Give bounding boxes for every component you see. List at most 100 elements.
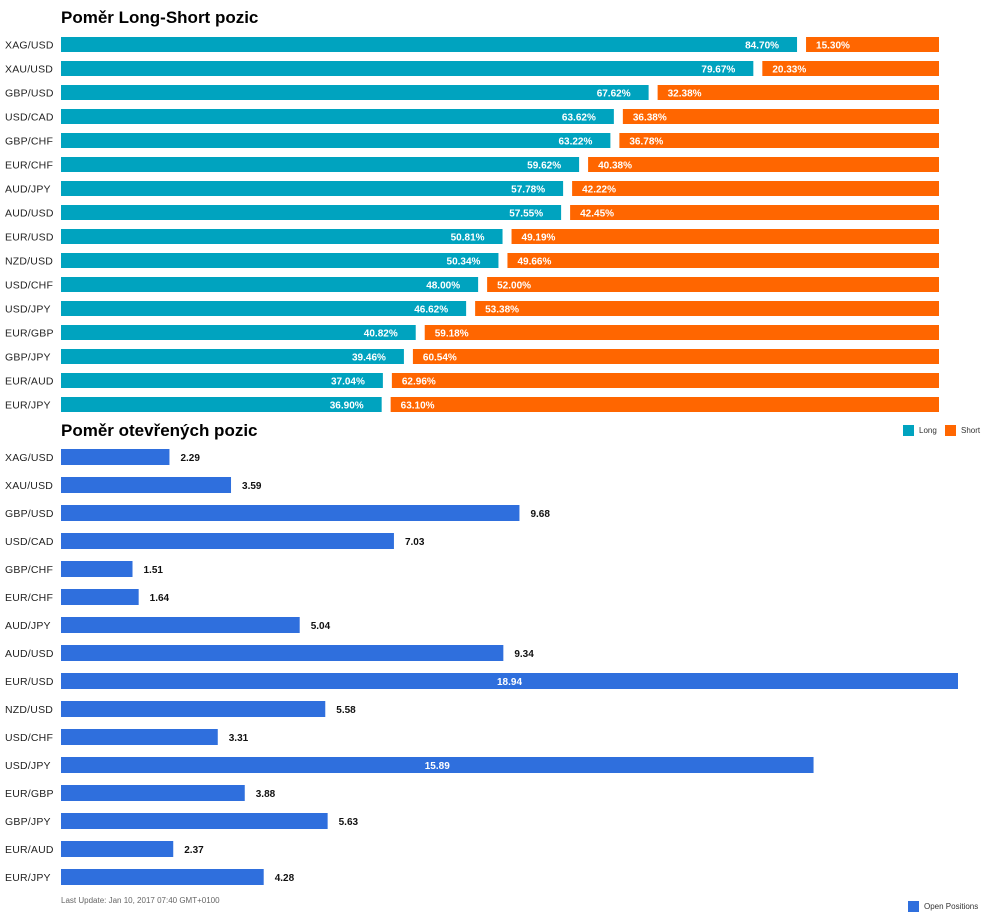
long-bar <box>61 373 383 388</box>
short-value-label: 52.00% <box>497 281 531 292</box>
category-label: EUR/AUD <box>5 376 54 388</box>
long-value-label: 39.46% <box>352 353 386 364</box>
open-value-label: 2.37 <box>184 845 204 856</box>
short-value-label: 49.19% <box>522 233 556 244</box>
short-bar <box>657 85 939 100</box>
short-bar <box>511 229 939 244</box>
category-label: AUD/USD <box>5 208 54 220</box>
open-positions-bar <box>61 785 245 801</box>
long-value-label: 37.04% <box>331 377 365 388</box>
short-bar <box>412 349 939 364</box>
open-positions-bar <box>61 869 264 885</box>
open-value-label: 1.64 <box>150 593 170 604</box>
short-value-label: 40.38% <box>598 161 632 172</box>
short-value-label: 32.38% <box>668 89 702 100</box>
category-label: XAG/USD <box>5 452 54 464</box>
short-value-label: 63.10% <box>401 401 435 412</box>
short-value-label: 36.78% <box>629 137 663 148</box>
open-positions-bar <box>61 841 174 857</box>
short-bar <box>762 61 939 76</box>
long-value-label: 40.82% <box>364 329 398 340</box>
long-value-label: 63.22% <box>558 137 592 148</box>
short-bar <box>588 157 939 172</box>
short-bar <box>390 397 939 412</box>
category-label: AUD/JPY <box>5 620 51 632</box>
legend-long-label: Long <box>919 426 937 435</box>
open-value-label: 3.59 <box>242 481 262 492</box>
category-label: USD/CAD <box>5 536 54 548</box>
long-short-chart-title: Poměr Long-Short pozic <box>61 8 259 27</box>
category-label: XAU/USD <box>5 64 53 76</box>
legend-open-label: Open Positions <box>924 902 978 911</box>
short-value-label: 15.30% <box>816 41 850 52</box>
category-label: AUD/USD <box>5 648 54 660</box>
long-value-label: 84.70% <box>745 41 779 52</box>
short-value-label: 42.45% <box>580 209 614 220</box>
category-label: GBP/USD <box>5 508 54 520</box>
long-short-legend: Long Short <box>903 425 981 436</box>
long-value-label: 50.34% <box>447 257 481 268</box>
open-value-label: 5.58 <box>336 705 356 716</box>
open-positions-bar <box>61 449 170 465</box>
category-label: EUR/GBP <box>5 788 54 800</box>
open-positions-legend: Open Positions <box>908 901 978 912</box>
category-label: USD/CHF <box>5 280 53 292</box>
category-label: EUR/AUD <box>5 844 54 856</box>
open-value-label: 15.89 <box>425 761 450 772</box>
category-label: GBP/CHF <box>5 136 53 148</box>
long-bar <box>61 205 562 220</box>
category-label: USD/JPY <box>5 304 51 316</box>
short-bar <box>507 253 939 268</box>
long-short-chart: XAG/USD 84.70% 15.30% XAU/USD 79.67% 20.33% GB… <box>5 37 940 412</box>
short-bar <box>622 109 939 124</box>
short-bar <box>570 205 939 220</box>
category-label: NZD/USD <box>5 704 53 716</box>
open-positions-bar <box>61 505 520 521</box>
legend-short-label: Short <box>961 426 981 435</box>
long-bar <box>61 61 754 76</box>
category-label: AUD/JPY <box>5 184 51 196</box>
category-label: GBP/CHF <box>5 564 53 576</box>
open-value-label: 9.34 <box>514 649 534 660</box>
category-label: GBP/USD <box>5 88 54 100</box>
category-label: EUR/JPY <box>5 400 51 412</box>
open-positions-bar <box>61 729 218 745</box>
long-bar <box>61 301 467 316</box>
category-label: GBP/JPY <box>5 352 51 364</box>
long-value-label: 63.62% <box>562 113 596 124</box>
category-label: EUR/CHF <box>5 160 53 172</box>
open-value-label: 7.03 <box>405 537 425 548</box>
long-bar <box>61 181 564 196</box>
legend-long-swatch <box>903 425 914 436</box>
category-label: USD/CAD <box>5 112 54 124</box>
open-value-label: 3.88 <box>256 789 276 800</box>
short-value-label: 53.38% <box>485 305 519 316</box>
short-bar <box>619 133 939 148</box>
long-value-label: 79.67% <box>701 65 735 76</box>
long-bar <box>61 37 798 52</box>
short-bar <box>475 301 939 316</box>
short-value-label: 20.33% <box>772 65 806 76</box>
long-value-label: 57.78% <box>511 185 545 196</box>
open-positions-bar <box>61 673 958 689</box>
open-positions-chart-title: Poměr otevřených pozic <box>61 421 258 440</box>
open-value-label: 5.63 <box>339 817 359 828</box>
long-value-label: 57.55% <box>509 209 543 220</box>
long-bar <box>61 229 503 244</box>
long-bar <box>61 133 611 148</box>
long-value-label: 59.62% <box>527 161 561 172</box>
short-value-label: 59.18% <box>435 329 469 340</box>
open-value-label: 18.94 <box>497 677 522 688</box>
category-label: USD/JPY <box>5 760 51 772</box>
legend-short-swatch <box>945 425 956 436</box>
long-bar <box>61 349 404 364</box>
long-bar <box>61 325 416 340</box>
long-value-label: 46.62% <box>414 305 448 316</box>
short-bar <box>391 373 940 388</box>
open-positions-bar <box>61 477 232 493</box>
open-positions-bar <box>61 617 300 633</box>
open-positions-bar <box>61 813 328 829</box>
category-label: EUR/CHF <box>5 592 53 604</box>
open-value-label: 5.04 <box>311 621 331 632</box>
